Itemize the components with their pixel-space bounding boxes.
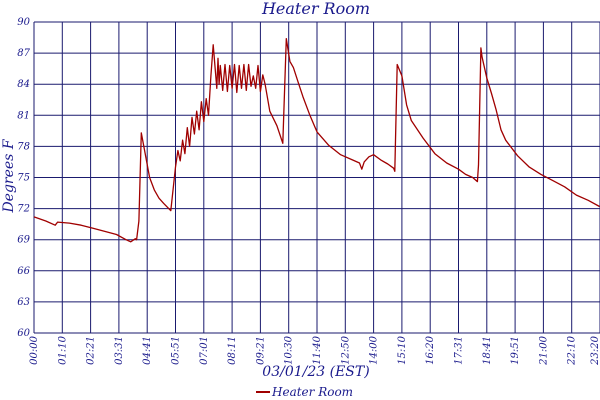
- x-tick-label: 04:41: [142, 336, 153, 365]
- x-tick-label: 16:20: [425, 335, 436, 364]
- x-tick-label: 19:51: [510, 336, 521, 365]
- x-tick-label: 12:50: [340, 335, 351, 364]
- x-tick-label: 10:30: [284, 335, 295, 364]
- x-tick-label: 23:20: [590, 335, 600, 365]
- y-tick-label: 69: [17, 235, 30, 246]
- x-tick-label: 02:21: [86, 336, 97, 365]
- y-tick-label: 81: [17, 110, 30, 121]
- x-tick-label: 22:10: [567, 335, 578, 365]
- legend-label: Heater Room: [271, 385, 353, 399]
- x-tick-label: 11:40: [312, 335, 323, 364]
- y-tick-label: 75: [17, 173, 30, 184]
- y-axis-label: Degrees F: [1, 138, 17, 213]
- y-tick-label: 90: [17, 17, 30, 28]
- x-tick-label: 00:00: [29, 335, 40, 364]
- y-tick-label: 63: [17, 297, 30, 308]
- x-tick-labels: 00:00 01:10 02:21 03:31 04:41 05:51 07:01 08:11…: [29, 335, 600, 365]
- y-tick-label: 87: [17, 48, 30, 59]
- y-tick-label: 66: [17, 266, 30, 277]
- legend: Heater Room: [256, 385, 353, 399]
- x-tick-label: 21:00: [538, 335, 549, 365]
- x-axis-label: 03/01/23 (EST): [262, 364, 369, 380]
- x-tick-label: 15:10: [397, 335, 408, 364]
- x-tick-label: 03:31: [114, 336, 125, 365]
- x-tick-label: 17:31: [454, 336, 465, 365]
- x-tick-label: 14:00: [369, 335, 380, 364]
- y-tick-label: 84: [17, 79, 30, 90]
- grid: [33, 21, 600, 334]
- x-tick-label: 07:01: [199, 336, 210, 365]
- x-tick-label: 18:41: [482, 336, 493, 365]
- y-tick-label: 72: [17, 204, 30, 215]
- series-line-0: [33, 37, 600, 243]
- x-tick-label: 01:10: [57, 335, 68, 364]
- series-layer: [33, 37, 600, 243]
- chart-title: Heater Room: [261, 0, 370, 18]
- y-tick-label: 78: [17, 141, 30, 152]
- y-tick-label: 60: [17, 328, 30, 339]
- x-tick-label: 09:21: [255, 336, 266, 365]
- x-tick-label: 08:11: [227, 336, 238, 365]
- y-tick-labels: 60 63 66 69 72 75 78 81 84 87 90: [17, 17, 30, 339]
- x-tick-label: 05:51: [171, 336, 182, 365]
